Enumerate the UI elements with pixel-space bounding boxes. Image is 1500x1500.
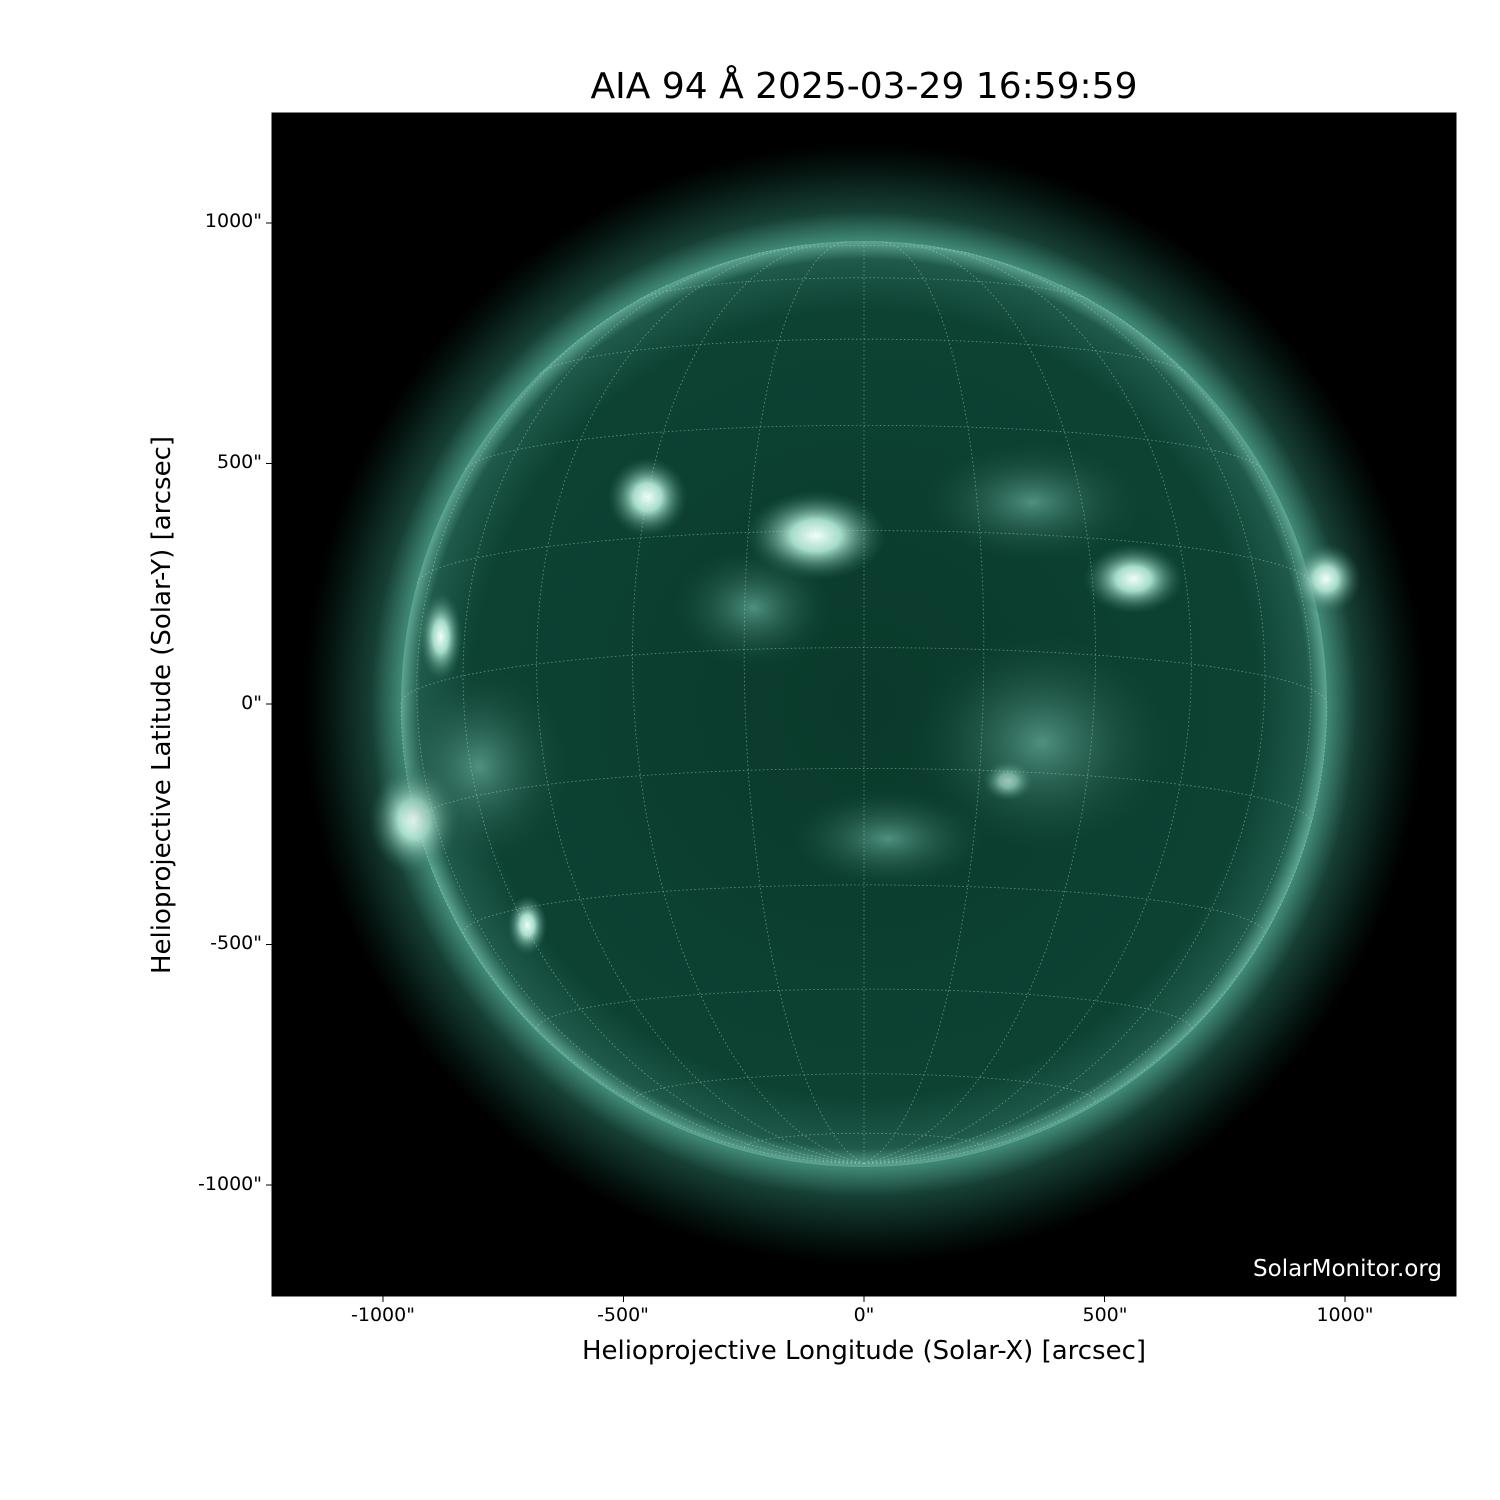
y-tick-label: 0": [241, 692, 262, 714]
x-tick-label: 1000": [1316, 1304, 1374, 1326]
tick-marks: [266, 222, 1346, 1302]
y-axis-label: Helioprojective Latitude (Solar-Y) [arcs…: [147, 435, 177, 975]
x-tick-label: -500": [597, 1304, 649, 1326]
x-tick-label: 500": [1082, 1304, 1128, 1326]
active-region: [788, 788, 989, 889]
latitude-line: [416, 767, 1312, 823]
y-tick-label: -1000": [198, 1173, 262, 1195]
latitude-line: [464, 425, 1264, 470]
active-region: [418, 591, 463, 682]
y-tick-label: 500": [216, 451, 262, 473]
plot-title: AIA 94 Å 2025-03-29 16:59:59: [590, 66, 1138, 107]
longitude-line: [863, 240, 985, 1164]
y-tick-label: 1000": [204, 210, 262, 232]
active-region: [1290, 543, 1361, 614]
active-region: [911, 632, 1172, 853]
latitude-line: [462, 884, 1266, 934]
longitude-line: [743, 240, 865, 1164]
longitude-line: [400, 703, 865, 1164]
x-axis-label: Helioprojective Longitude (Solar-X) [arc…: [581, 1336, 1147, 1366]
active-region: [507, 895, 548, 956]
x-tick-label: -1000": [351, 1304, 415, 1326]
latitude-line: [632, 1073, 1096, 1103]
active-region: [607, 457, 688, 538]
active-region: [922, 441, 1143, 562]
active-region: [1083, 543, 1184, 614]
active-regions: [369, 441, 1361, 956]
credit-watermark: SolarMonitor.org: [1253, 1256, 1442, 1282]
y-tick-label: -500": [210, 932, 262, 954]
active-region: [673, 547, 834, 668]
longitude-line: [863, 703, 1328, 1164]
active-region: [389, 666, 570, 867]
heliographic-grid: [400, 240, 1328, 1164]
x-tick-label: 0": [853, 1304, 875, 1326]
latitude-line: [400, 647, 1328, 705]
